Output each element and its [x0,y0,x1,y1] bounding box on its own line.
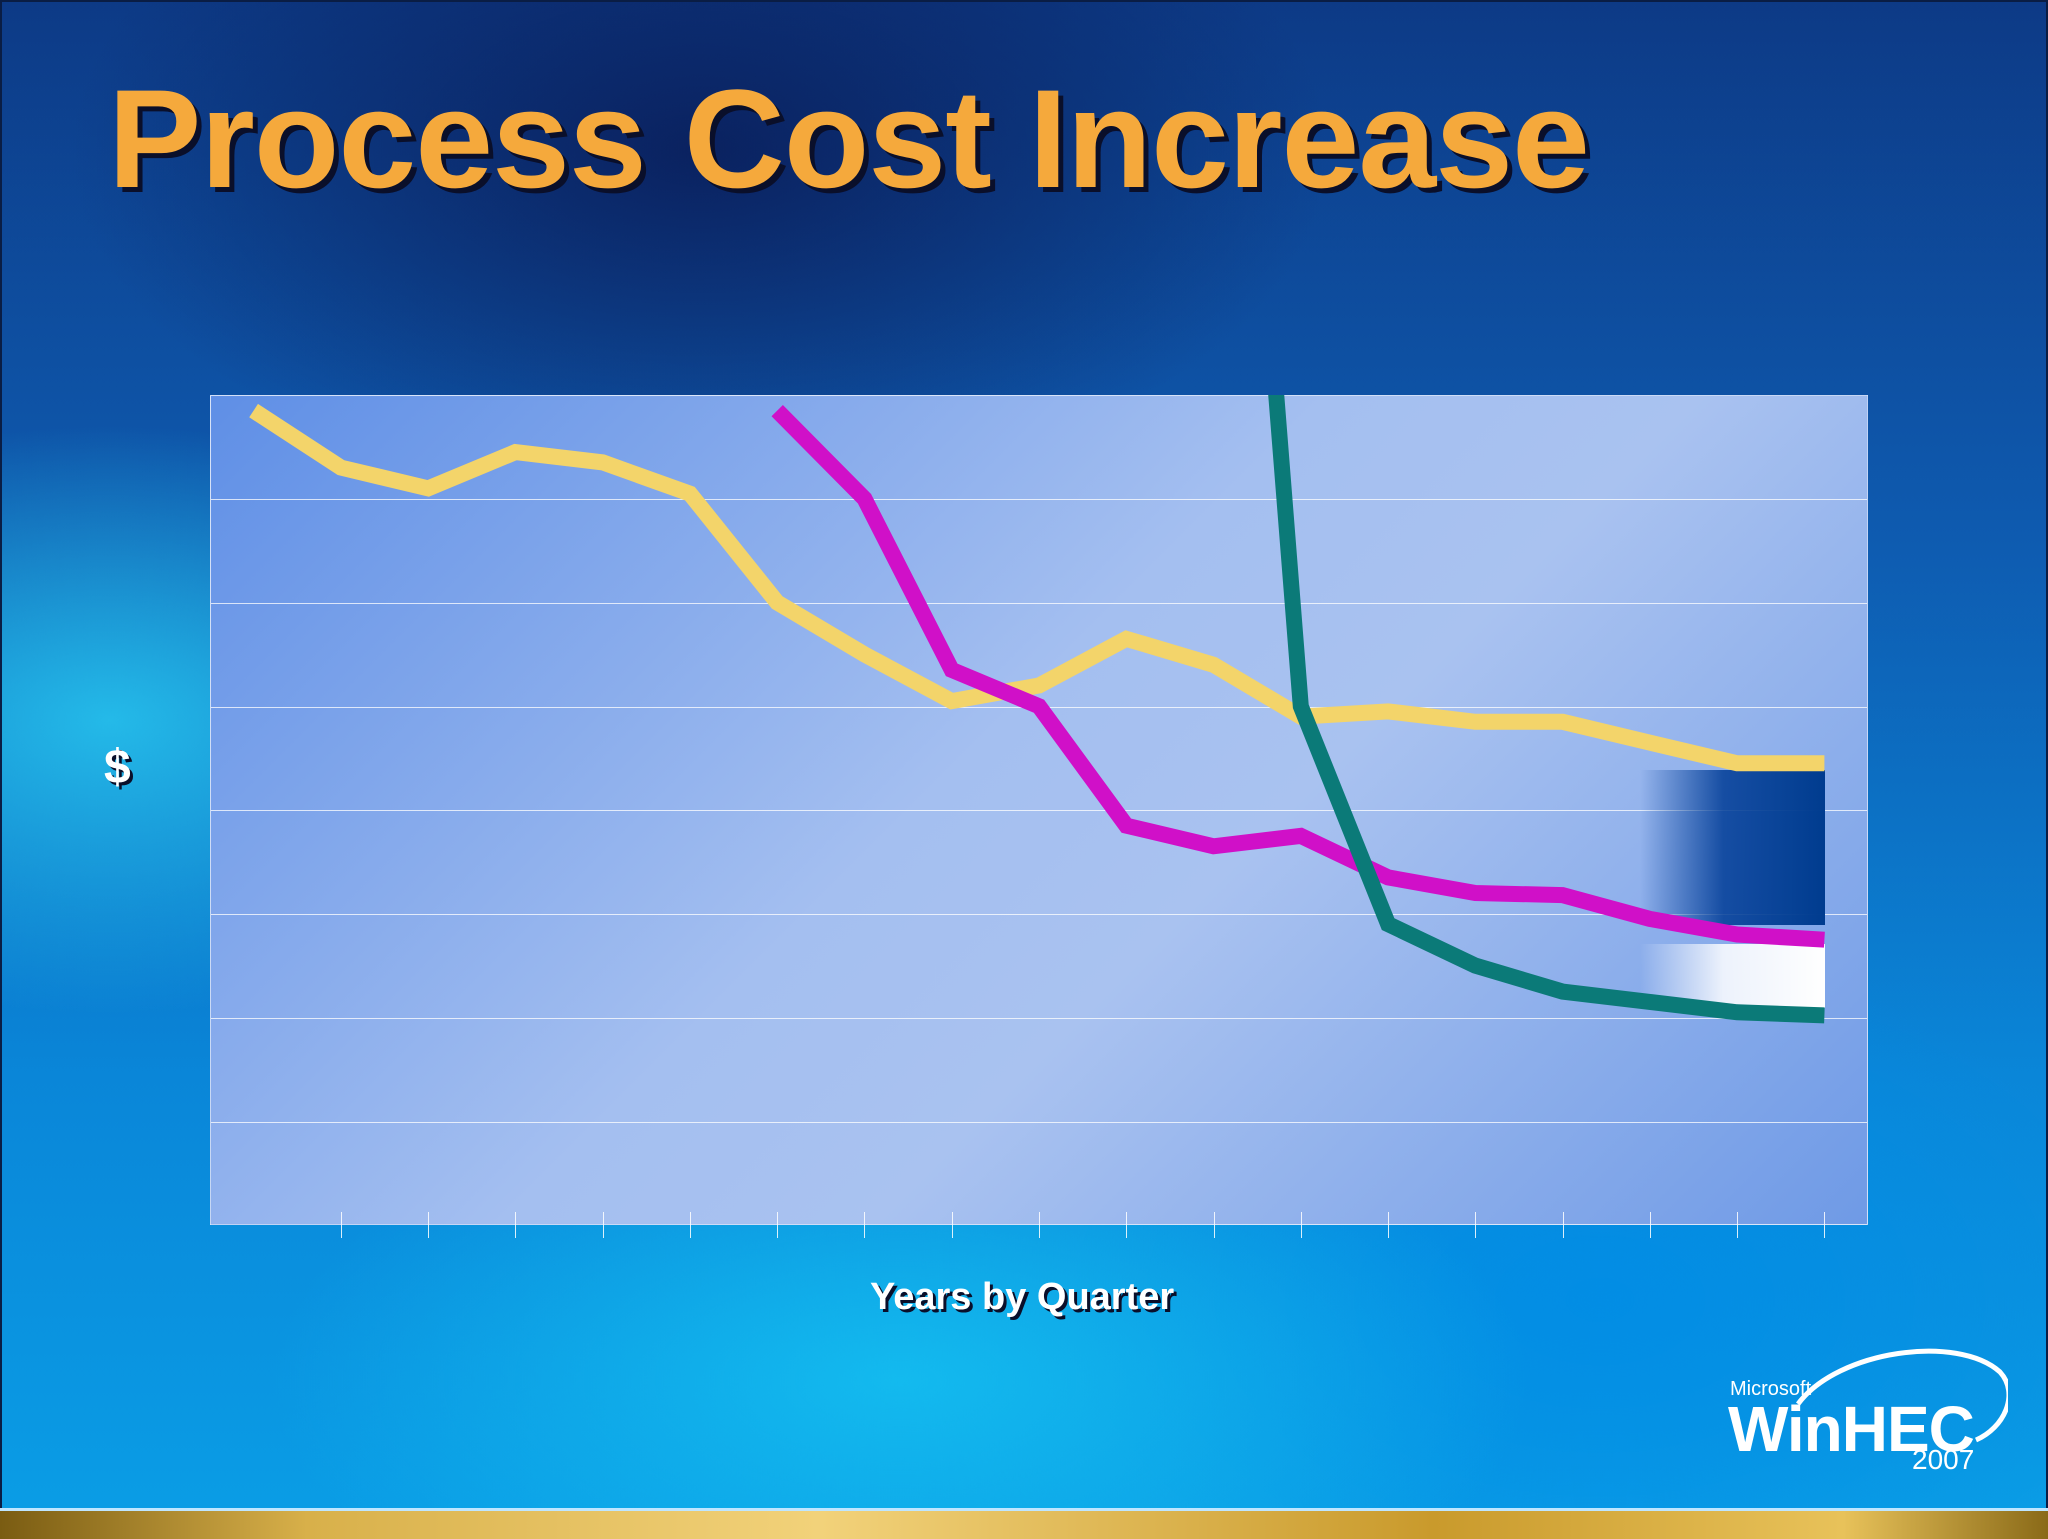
logo-year: 2007 [1912,1444,1975,1475]
series-line-2 [771,404,1825,948]
bottom-accent-bar [0,1508,2048,1539]
x-tick [1650,1212,1651,1238]
x-tick [864,1212,865,1238]
gridline [211,499,1867,500]
y-axis-label: $ [104,741,131,794]
x-tick [1126,1212,1127,1238]
gridline [211,1018,1867,1019]
x-tick [777,1212,778,1238]
logo-product: WinHEC [1728,1393,1975,1465]
gridline [211,1122,1867,1123]
logo-swoosh-icon [1795,1348,2008,1443]
series-line-3 [1268,395,1825,1024]
x-tick [1039,1212,1040,1238]
x-tick [690,1212,691,1238]
x-tick [1737,1212,1738,1238]
x-tick [515,1212,516,1238]
x-tick [428,1212,429,1238]
x-tick [1563,1212,1564,1238]
x-tick [1301,1212,1302,1238]
x-axis-label: Years by Quarter [870,1276,1175,1318]
x-tick [952,1212,953,1238]
x-tick [1475,1212,1476,1238]
plot-area [210,395,1868,1225]
x-tick [1388,1212,1389,1238]
gridline [211,914,1867,915]
x-tick [1214,1212,1215,1238]
x-tick [341,1212,342,1238]
x-tick [603,1212,604,1238]
highlight-gradient-dark [1640,770,1825,925]
winhec-logo: Microsoft WinHEC 2007 [1728,1340,2008,1480]
gridline [211,603,1867,604]
x-tick [1824,1212,1825,1238]
series-line-1 [249,403,1825,772]
logo-company: Microsoft [1730,1378,1812,1400]
gridline [211,810,1867,811]
slide-title: Process Cost Increase [108,60,1590,217]
